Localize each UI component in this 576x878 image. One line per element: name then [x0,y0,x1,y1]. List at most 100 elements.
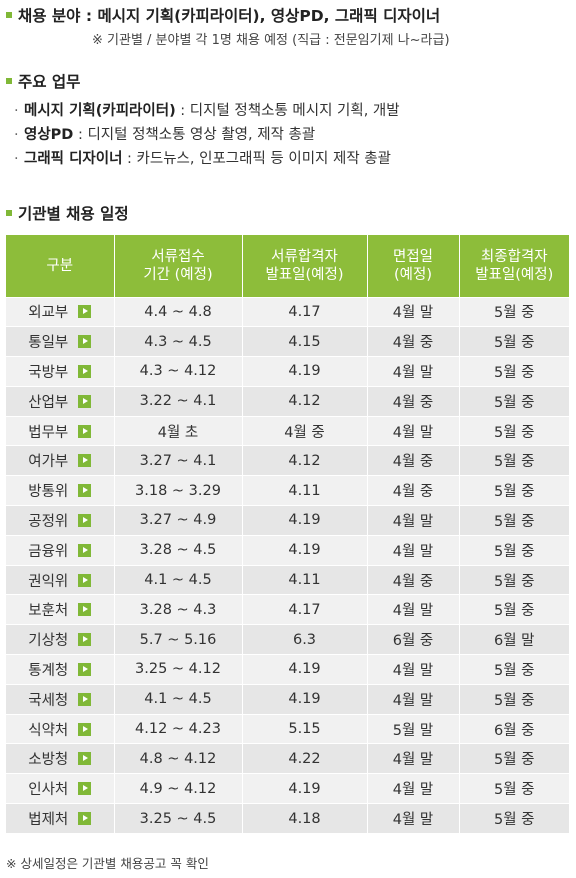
apply-period-cell: 4.12 ~ 4.23 [113,713,242,744]
doc-result-cell: 4월 중 [241,415,367,446]
interview-cell: 4월 말 [366,594,459,625]
interview-cell: 4월 말 [366,743,459,774]
apply-period-cell: 3.27 ~ 4.1 [113,445,242,476]
doc-result-cell: 4.22 [241,743,367,774]
field-note: ※ 기관별 / 분야별 각 1명 채용 예정 (직급 : 전문임기제 나~라급) [92,33,450,48]
apply-period-cell: 3.25 ~ 4.5 [113,803,242,834]
schedule-heading: 기관별 채용 일정 [6,202,129,224]
org-cell[interactable]: 국방부 [6,356,114,387]
doc-result-cell: 4.17 [241,594,367,625]
org-cell[interactable]: 법제처 [6,803,114,834]
arrow-right-icon[interactable] [78,305,92,319]
dot-bullet-icon: · [14,127,19,143]
doc-result-cell: 4.12 [241,385,367,417]
field-heading: 채용 분야 : 메시지 기획(카피라이터), 영상PD, 그래픽 디자이너 [6,4,440,26]
final-result-cell: 5월 중 [458,654,569,685]
doc-result-cell: 4.19 [241,505,367,536]
duty-item: · 영상PD : 디지털 정책소통 영상 촬영, 제작 총괄 [14,123,315,144]
org-cell[interactable]: 소방청 [6,743,114,774]
arrow-right-icon[interactable] [78,692,92,706]
header-interview: 면접일 (예정) [366,235,459,297]
arrow-right-icon[interactable] [78,394,92,408]
arrow-right-icon[interactable] [78,513,92,527]
org-cell[interactable]: 보훈처 [6,594,114,625]
interview-cell: 4월 말 [366,654,459,685]
org-cell[interactable]: 인사처 [6,773,114,804]
square-bullet-icon [6,12,12,18]
arrow-right-icon[interactable] [78,722,92,736]
org-name: 외교부 [28,305,69,322]
duties-heading: 주요 업무 [6,70,80,92]
org-cell[interactable]: 방통위 [6,475,114,506]
arrow-right-icon[interactable] [78,662,92,676]
org-cell[interactable]: 식약처 [6,713,114,744]
doc-result-cell: 4.19 [241,683,367,715]
arrow-right-icon[interactable] [78,424,92,438]
final-result-cell: 5월 중 [458,534,569,566]
table-row: 소방청 4.8 ~ 4.12 4.22 4월 말 5월 중 [6,743,569,774]
duty-item: · 그래픽 디자이너 : 카드뉴스, 인포그래픽 등 이미지 제작 총괄 [14,147,391,168]
org-cell[interactable]: 외교부 [6,296,114,327]
org-cell[interactable]: 국세청 [6,683,114,715]
arrow-right-icon[interactable] [78,603,92,617]
doc-result-cell: 4.11 [241,564,367,595]
arrow-right-icon[interactable] [78,573,92,587]
apply-period-cell: 4.4 ~ 4.8 [113,296,242,327]
org-cell[interactable]: 법무부 [6,415,114,446]
org-cell[interactable]: 기상청 [6,624,114,655]
final-result-cell: 5월 중 [458,445,569,476]
arrow-right-icon[interactable] [78,484,92,498]
arrow-right-icon[interactable] [78,633,92,647]
interview-cell: 5월 말 [366,713,459,744]
org-cell[interactable]: 공정위 [6,505,114,536]
org-name: 권익위 [28,573,69,590]
table-row: 여가부 3.27 ~ 4.1 4.12 4월 중 5월 중 [6,445,569,476]
arrow-right-icon[interactable] [78,812,92,826]
arrow-right-icon[interactable] [78,782,92,796]
arrow-right-icon[interactable] [78,543,92,557]
final-result-cell: 6월 중 [458,713,569,744]
org-cell[interactable]: 산업부 [6,385,114,417]
duty-role: 메시지 기획(카피라이터) [24,103,176,119]
apply-period-cell: 3.28 ~ 4.5 [113,534,242,566]
final-result-cell: 5월 중 [458,356,569,387]
final-result-cell: 5월 중 [458,743,569,774]
org-name: 여가부 [28,454,69,471]
dot-bullet-icon: · [14,103,19,119]
doc-result-cell: 4.19 [241,654,367,685]
final-result-cell: 5월 중 [458,385,569,417]
table-row: 산업부 3.22 ~ 4.1 4.12 4월 중 5월 중 [6,385,569,417]
duty-desc: : 디지털 정책소통 영상 촬영, 제작 총괄 [73,127,316,143]
org-cell[interactable]: 통일부 [6,326,114,357]
org-name: 방통위 [28,484,69,501]
doc-result-cell: 4.19 [241,356,367,387]
doc-result-cell: 4.19 [241,773,367,804]
arrow-right-icon[interactable] [78,364,92,378]
apply-period-cell: 3.22 ~ 4.1 [113,385,242,417]
table-row: 통일부 4.3 ~ 4.5 4.15 4월 중 5월 중 [6,326,569,357]
table-row: 외교부 4.4 ~ 4.8 4.17 4월 말 5월 중 [6,296,569,327]
arrow-right-icon[interactable] [78,335,92,349]
org-name: 식약처 [28,722,69,739]
apply-period-cell: 3.28 ~ 4.3 [113,594,242,625]
arrow-right-icon[interactable] [78,752,92,766]
org-name: 인사처 [28,782,69,799]
header-final-result: 최종합격자 발표일(예정) [458,235,569,297]
interview-cell: 4월 중 [366,385,459,417]
arrow-right-icon[interactable] [78,454,92,468]
org-cell[interactable]: 권익위 [6,564,114,595]
footnote: ※ 상세일정은 기관별 채용공고 꼭 확인 [6,856,209,871]
schedule-title: 기관별 채용 일정 [18,205,129,223]
org-cell[interactable]: 통계청 [6,654,114,685]
square-bullet-icon [6,210,12,216]
org-cell[interactable]: 여가부 [6,445,114,476]
final-result-cell: 5월 중 [458,505,569,536]
header-category: 구분 [6,235,114,297]
interview-cell: 6월 중 [366,624,459,655]
interview-cell: 4월 말 [366,683,459,715]
table-row: 방통위 3.18 ~ 3.29 4.11 4월 중 5월 중 [6,475,569,506]
doc-result-cell: 4.17 [241,296,367,327]
interview-cell: 4월 중 [366,475,459,506]
org-cell[interactable]: 금융위 [6,534,114,566]
header-doc-result: 서류합격자 발표일(예정) [241,235,367,297]
